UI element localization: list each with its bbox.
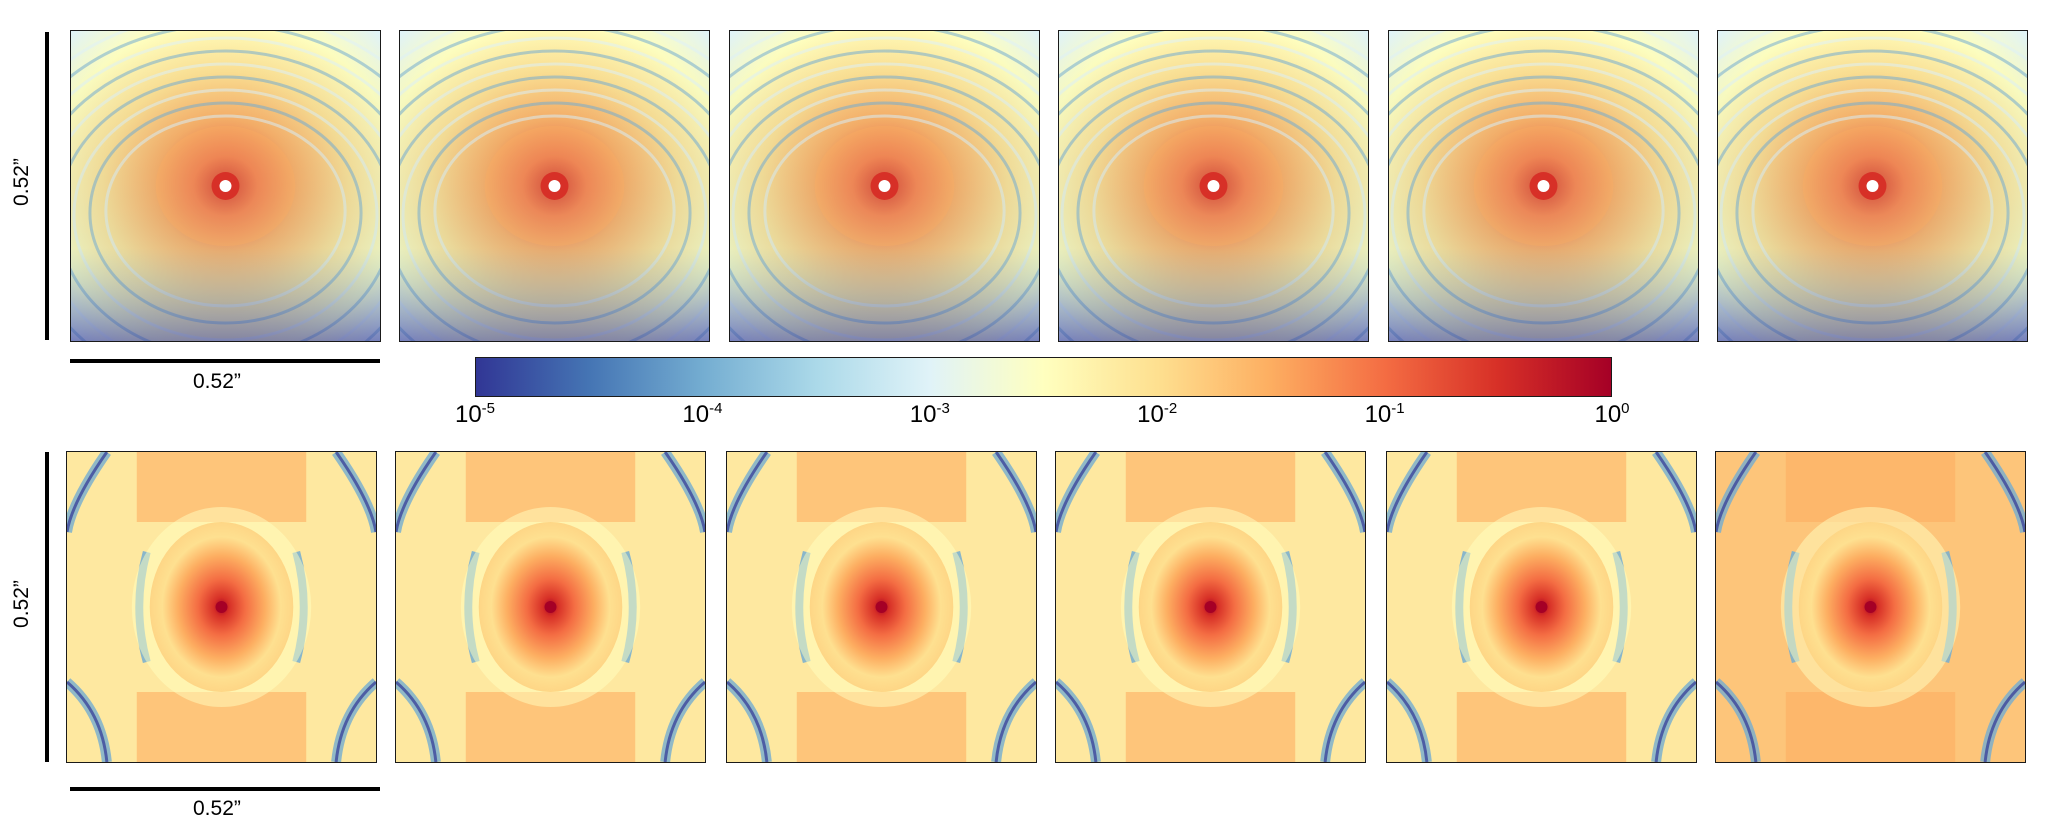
colorbar-tick-label: 100	[1594, 401, 1629, 429]
colorbar-tick-label: 10-2	[1137, 401, 1177, 429]
tick-base: 10	[682, 401, 710, 428]
bottom-psf-panel	[66, 451, 377, 763]
colorbar-tick-label: 10-4	[682, 401, 722, 429]
top-psf-panel	[70, 30, 381, 342]
tick-base: 10	[1137, 401, 1164, 428]
tick-exponent: -5	[481, 400, 496, 417]
tick-base: 10	[1364, 401, 1392, 428]
bottom-psf-panel	[1055, 451, 1366, 763]
bottom-vertical-scale-arrow	[45, 452, 49, 762]
tick-exponent: -4	[709, 400, 723, 417]
top-horizontal-scale-arrow	[70, 359, 380, 363]
bottom-width-label: 0.52”	[193, 797, 241, 820]
colorbar-tick-label: 10-1	[1365, 401, 1405, 429]
top-psf-panel	[399, 30, 710, 342]
bottom-psf-panel	[726, 451, 1037, 763]
top-psf-panel	[1388, 30, 1699, 342]
colorbar	[475, 357, 1612, 397]
tick-base: 10	[909, 401, 937, 428]
top-psf-panel	[1717, 30, 2028, 342]
colorbar-tick-label: 10-5	[455, 401, 495, 429]
top-height-label: 0.52”	[9, 158, 33, 206]
tick-exponent: 0	[1621, 400, 1630, 417]
bottom-horizontal-scale-arrow	[70, 787, 380, 791]
colorbar-tick-label: 10-3	[910, 401, 950, 429]
top-psf-panel	[729, 30, 1040, 342]
bottom-psf-panel	[395, 451, 706, 763]
bottom-height-label: 0.52”	[9, 580, 33, 628]
tick-exponent: -2	[1163, 400, 1178, 417]
bottom-psf-panel	[1715, 451, 2026, 763]
tick-base: 10	[1594, 401, 1622, 428]
tick-exponent: -1	[1391, 400, 1405, 417]
tick-base: 10	[454, 401, 482, 428]
bottom-psf-panel	[1386, 451, 1697, 763]
top-vertical-scale-arrow	[45, 32, 49, 340]
top-width-label: 0.52”	[193, 370, 241, 393]
top-psf-panel	[1058, 30, 1369, 342]
tick-exponent: -3	[936, 400, 950, 417]
